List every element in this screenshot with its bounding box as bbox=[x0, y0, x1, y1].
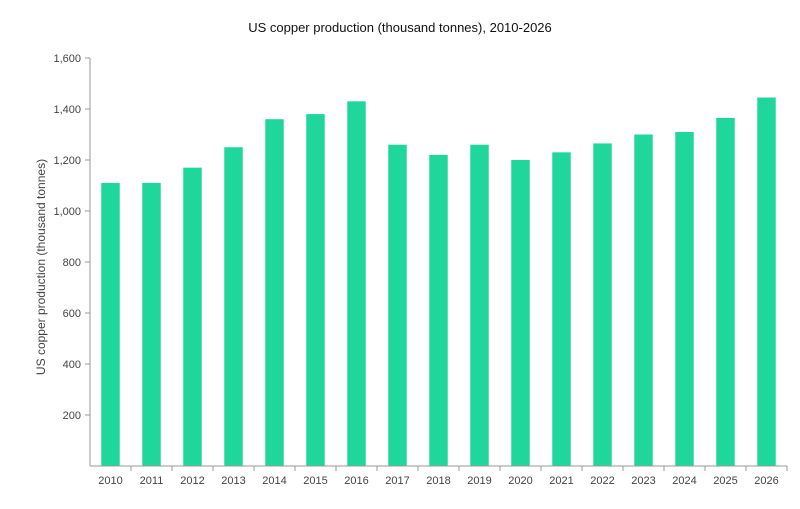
tick-labels-layer: 200 400 600 800 1,000 1,200 1,400 1,600 2010 2011… bbox=[53, 53, 778, 487]
y-axis-title: US copper production (thousand tonnes) bbox=[34, 159, 48, 375]
x-tick-label: 2020 bbox=[508, 475, 532, 487]
y-tick-label: 1,600 bbox=[53, 53, 81, 65]
bar-2017 bbox=[388, 144, 407, 466]
bar-2022 bbox=[593, 143, 612, 467]
y-tick-label: 1,400 bbox=[53, 104, 81, 116]
y-tick-label: 600 bbox=[63, 308, 81, 320]
bar-2021 bbox=[552, 152, 571, 466]
bar-2013 bbox=[224, 147, 243, 466]
bar-2011 bbox=[142, 182, 161, 466]
x-tick-label: 2011 bbox=[140, 475, 164, 487]
bar-2026 bbox=[757, 97, 776, 467]
y-tick-label: 1,000 bbox=[53, 206, 81, 218]
x-tick-label: 2024 bbox=[672, 475, 696, 487]
bar-2024 bbox=[675, 131, 694, 466]
x-tick-label: 2025 bbox=[713, 475, 737, 487]
x-tick-label: 2015 bbox=[303, 475, 327, 487]
x-tick-label: 2019 bbox=[467, 475, 491, 487]
x-tick-label: 2012 bbox=[180, 475, 204, 487]
bar-2023 bbox=[634, 134, 653, 466]
y-tick-label: 800 bbox=[63, 257, 81, 269]
x-tick-label: 2022 bbox=[590, 475, 614, 487]
bar-2016 bbox=[347, 101, 366, 466]
y-tick-label: 1,200 bbox=[53, 155, 81, 167]
bar-2012 bbox=[183, 167, 202, 466]
x-tick-label: 2010 bbox=[98, 475, 122, 487]
bar-2025 bbox=[716, 117, 735, 467]
y-tick-label: 400 bbox=[63, 359, 81, 371]
x-tick-label: 2016 bbox=[344, 475, 368, 487]
bar-2019 bbox=[470, 144, 489, 466]
x-tick-label: 2023 bbox=[631, 475, 655, 487]
x-tick-label: 2021 bbox=[549, 475, 573, 487]
axes-layer bbox=[85, 57, 788, 471]
y-tick-label: 200 bbox=[63, 410, 81, 422]
bar-2020 bbox=[511, 160, 530, 466]
chart-title: US copper production (thousand tonnes), … bbox=[248, 20, 552, 35]
bars-layer bbox=[101, 97, 776, 467]
x-tick-label: 2017 bbox=[385, 475, 409, 487]
bar-2018 bbox=[429, 154, 448, 466]
x-tick-label: 2014 bbox=[262, 475, 286, 487]
bar-2014 bbox=[265, 119, 284, 466]
x-tick-label: 2026 bbox=[754, 475, 778, 487]
x-tick-label: 2018 bbox=[426, 475, 450, 487]
bar-2015 bbox=[306, 114, 325, 466]
bar-2010 bbox=[101, 182, 120, 466]
x-tick-label: 2013 bbox=[221, 475, 245, 487]
